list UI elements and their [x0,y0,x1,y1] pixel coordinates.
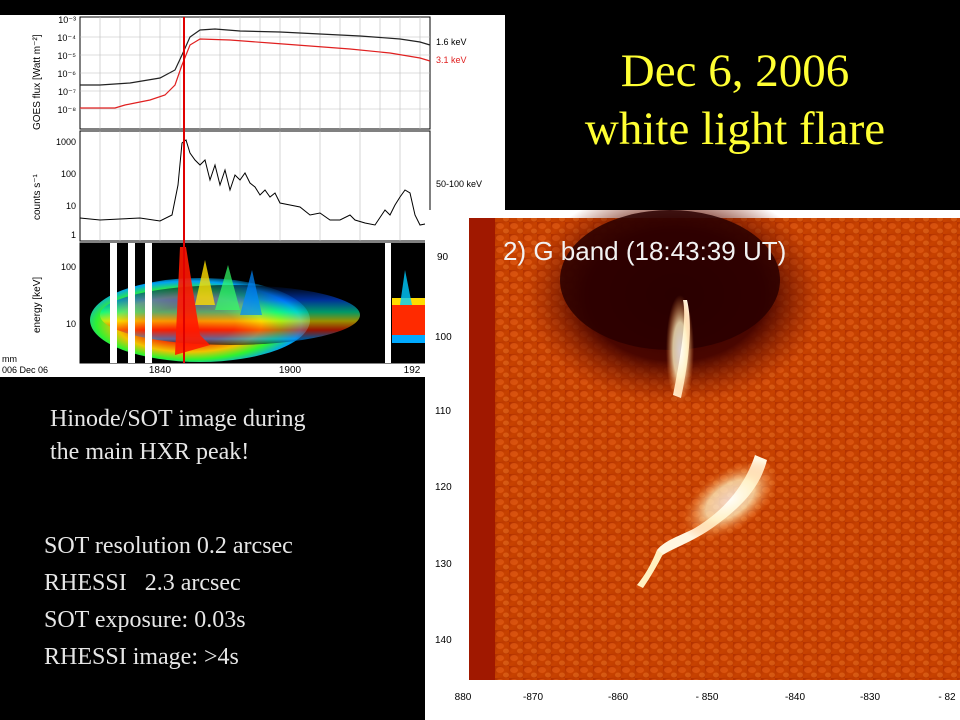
flux-tick: 10⁻⁶ [58,69,77,79]
description-line: Hinode/SOT image during [50,406,306,432]
flux-tick: 10⁻⁷ [58,87,76,97]
energy-tick: 100 [61,262,76,272]
gband-image-panel: 2) G band (18:43:39 UT) 90 100 110 120 1… [425,210,960,720]
stat-line: RHESSI image: >4s [44,644,239,670]
flux-tick: 10⁻⁸ [57,105,76,115]
y-tick: 100 [435,332,452,343]
time-tick: 1840 [149,365,172,376]
x-tick: -840 [785,692,805,703]
y-tick: 140 [435,635,452,646]
x-tick: -870 [523,692,543,703]
counts-tick: 10 [66,201,76,211]
counts-tick: 100 [61,169,76,179]
counts-band-label: 50-100 keV [436,179,482,189]
title-line-2: white light flare [584,103,886,155]
flux-tick: 10⁻⁴ [57,33,76,43]
time-label: mm [2,354,17,364]
time-tick: 192 [404,365,421,376]
x-tick: -830 [860,692,880,703]
flux-axis-label: GOES flux [Watt m⁻²] [32,34,43,130]
legend-high-energy: 3.1 keV [436,55,467,65]
x-tick: - 82 [938,692,956,703]
gband-figure: 2) G band (18:43:39 UT) 90 100 110 120 1… [435,210,960,703]
flux-tick: 10⁻³ [58,15,76,25]
counts-tick: 1 [71,230,76,240]
goes-figure: GOES flux [Watt m⁻²] counts s⁻¹ energy [… [2,15,482,376]
slide-title: Dec 6, 2006 white light flare [510,42,960,158]
y-tick: 130 [435,559,452,570]
stat-line: RHESSI 2.3 arcsec [44,570,241,596]
flux-high-energy-curve [80,38,431,109]
counts-grid [99,131,401,241]
y-tick: 90 [437,252,449,263]
y-tick: 110 [435,406,451,417]
energy-axis-label: energy [keV] [32,277,43,333]
flux-low-energy-curve [80,28,431,86]
y-tick: 120 [435,482,452,493]
goes-lightcurve-panel: GOES flux [Watt m⁻²] counts s⁻¹ energy [… [0,15,505,377]
time-tick: 1900 [279,365,302,376]
resolution-stats: SOT resolution 0.2 arcsec RHESSI 2.3 arc… [44,528,293,676]
legend-low-energy: 1.6 keV [436,37,467,47]
title-line-1: Dec 6, 2006 [620,45,850,97]
date-label: 006 Dec 06 [2,365,48,375]
energy-tick: 10 [66,319,76,329]
spectrogram-gap-bars [110,243,391,363]
x-tick: - 850 [696,692,719,703]
stat-line: SOT resolution 0.2 arcsec [44,533,293,559]
x-tick: 880 [455,692,472,703]
counts-tick: 1000 [56,137,76,147]
counts-axis-label: counts s⁻¹ [32,173,43,220]
x-tick: -860 [608,692,628,703]
description-text: Hinode/SOT image during the main HXR pea… [50,403,410,469]
description-line: the main HXR peak! [50,439,250,465]
stat-line: SOT exposure: 0.03s [44,607,246,633]
flux-tick: 10⁻⁵ [58,51,77,61]
gband-label: 2) G band (18:43:39 UT) [503,236,786,266]
